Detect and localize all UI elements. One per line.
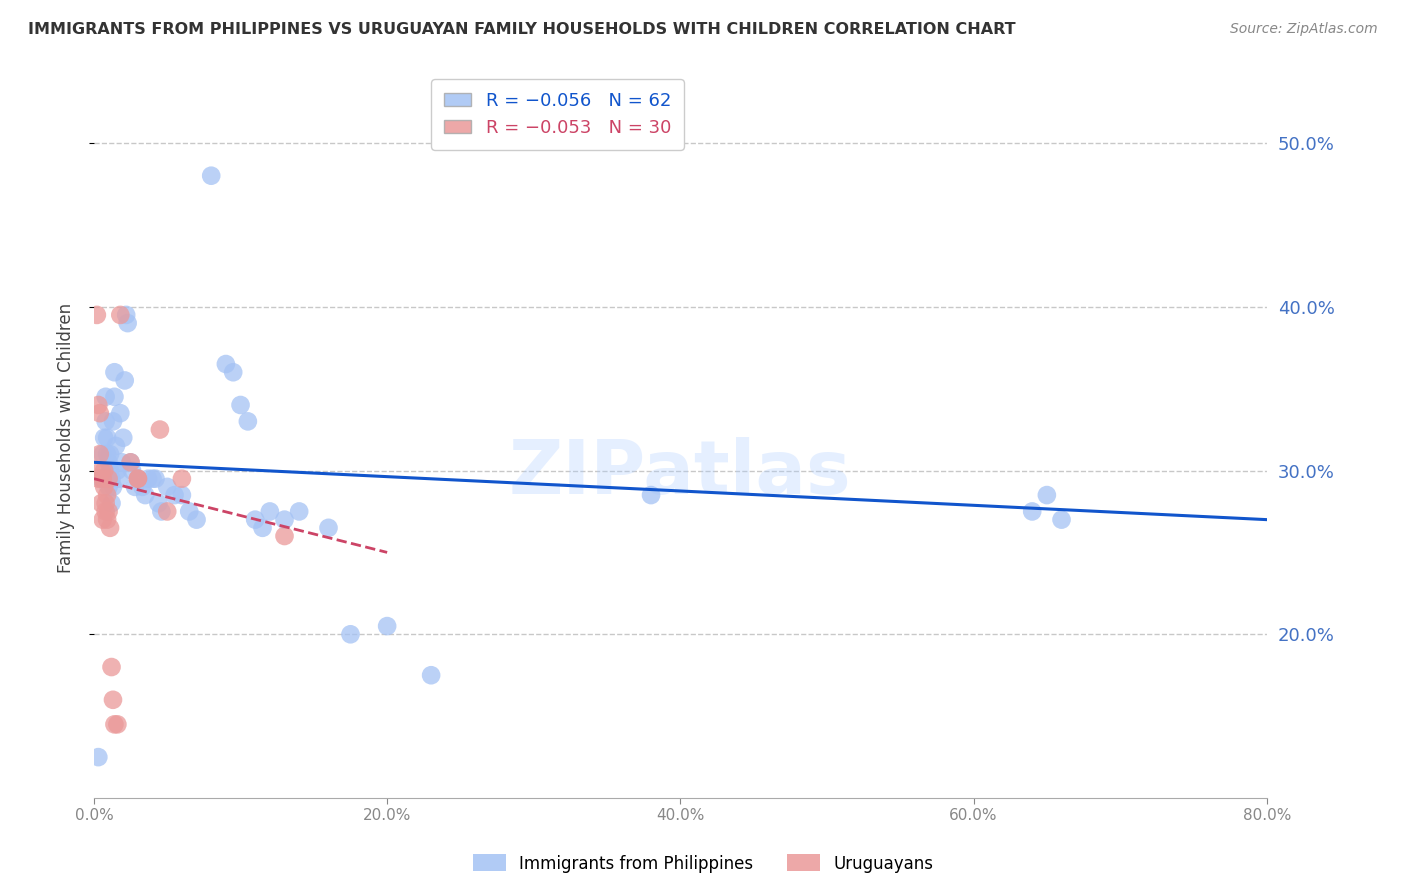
- Point: [104, 439, 127, 453]
- Point: [1036, 488, 1059, 502]
- Point: [94, 390, 117, 404]
- Point: [110, 308, 132, 322]
- Point: [96, 513, 118, 527]
- Point: [93, 431, 115, 445]
- Point: [134, 488, 156, 502]
- Point: [98, 463, 121, 477]
- Point: [101, 480, 124, 494]
- Point: [127, 472, 149, 486]
- Point: [149, 423, 172, 437]
- Legend: R = −0.056   N = 62, R = −0.053   N = 30: R = −0.056 N = 62, R = −0.053 N = 30: [432, 79, 683, 150]
- Point: [142, 472, 165, 486]
- Point: [101, 414, 124, 428]
- Y-axis label: Family Households with Children: Family Households with Children: [58, 302, 75, 573]
- Point: [89, 406, 111, 420]
- Point: [170, 472, 193, 486]
- Text: IMMIGRANTS FROM PHILIPPINES VS URUGUAYAN FAMILY HOUSEHOLDS WITH CHILDREN CORRELA: IMMIGRANTS FROM PHILIPPINES VS URUGUAYAN…: [28, 22, 1015, 37]
- Point: [229, 398, 252, 412]
- Point: [1050, 513, 1073, 527]
- Point: [105, 463, 128, 477]
- Point: [98, 447, 121, 461]
- Point: [90, 496, 112, 510]
- Point: [1021, 504, 1043, 518]
- Point: [94, 496, 117, 510]
- Point: [108, 472, 131, 486]
- Point: [91, 447, 114, 461]
- Point: [121, 463, 143, 477]
- Legend: Immigrants from Philippines, Uruguayans: Immigrants from Philippines, Uruguayans: [465, 847, 941, 880]
- Point: [87, 750, 110, 764]
- Text: Source: ZipAtlas.com: Source: ZipAtlas.com: [1230, 22, 1378, 37]
- Point: [100, 496, 122, 510]
- Point: [124, 480, 146, 494]
- Point: [273, 529, 295, 543]
- Point: [156, 480, 179, 494]
- Point: [97, 480, 120, 494]
- Point: [103, 390, 125, 404]
- Point: [339, 627, 361, 641]
- Point: [114, 373, 136, 387]
- Point: [112, 431, 135, 445]
- Text: ZIPatlas: ZIPatlas: [509, 437, 852, 510]
- Point: [96, 488, 118, 502]
- Point: [94, 504, 117, 518]
- Point: [375, 619, 398, 633]
- Point: [93, 472, 115, 486]
- Point: [96, 431, 118, 445]
- Point: [245, 513, 267, 527]
- Point: [100, 472, 122, 486]
- Point: [318, 521, 340, 535]
- Point: [98, 521, 121, 535]
- Point: [103, 365, 125, 379]
- Point: [97, 455, 120, 469]
- Point: [163, 488, 186, 502]
- Point: [97, 472, 120, 486]
- Point: [259, 504, 281, 518]
- Point: [640, 488, 662, 502]
- Point: [89, 447, 111, 461]
- Point: [170, 488, 193, 502]
- Point: [94, 414, 117, 428]
- Point: [215, 357, 238, 371]
- Point: [111, 455, 134, 469]
- Point: [96, 447, 118, 461]
- Point: [120, 455, 142, 469]
- Point: [87, 472, 110, 486]
- Point: [127, 472, 149, 486]
- Point: [156, 504, 179, 518]
- Point: [420, 668, 443, 682]
- Point: [120, 455, 142, 469]
- Point: [186, 513, 208, 527]
- Point: [222, 365, 245, 379]
- Point: [110, 406, 132, 420]
- Point: [288, 504, 311, 518]
- Point: [273, 513, 295, 527]
- Point: [127, 472, 149, 486]
- Point: [93, 463, 115, 477]
- Point: [236, 414, 259, 428]
- Point: [91, 513, 114, 527]
- Point: [101, 693, 124, 707]
- Point: [131, 480, 153, 494]
- Point: [91, 472, 114, 486]
- Point: [103, 717, 125, 731]
- Point: [150, 504, 173, 518]
- Point: [252, 521, 274, 535]
- Point: [200, 169, 222, 183]
- Point: [97, 504, 120, 518]
- Point: [115, 308, 138, 322]
- Point: [136, 472, 159, 486]
- Point: [100, 660, 122, 674]
- Point: [105, 717, 128, 731]
- Point: [145, 472, 167, 486]
- Point: [87, 398, 110, 412]
- Point: [148, 496, 170, 510]
- Point: [86, 308, 108, 322]
- Point: [179, 504, 201, 518]
- Point: [93, 480, 115, 494]
- Point: [90, 463, 112, 477]
- Point: [117, 316, 139, 330]
- Point: [90, 472, 112, 486]
